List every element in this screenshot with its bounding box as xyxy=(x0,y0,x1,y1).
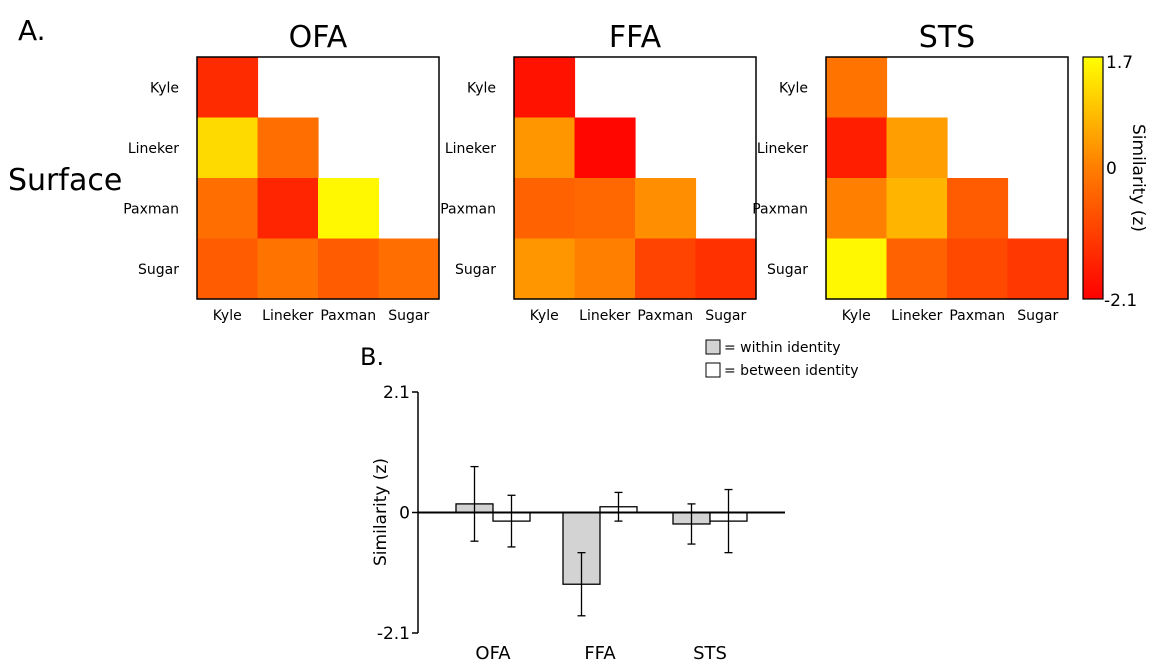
heatmap-sts: STS Kyle Lineker Paxman Sugar Kyle Lineker Paxm… xyxy=(752,20,1069,324)
heatmap-cell xyxy=(318,178,380,240)
heatmap-cell xyxy=(514,117,576,179)
heatmap-ffa: FFA Kyle Lineker Paxman Sugar Kyle Lineker Paxm… xyxy=(440,20,757,324)
heatmap-row-label: Lineker xyxy=(445,141,496,157)
y-tick-label: 0 xyxy=(399,504,410,524)
heatmap-cell xyxy=(695,238,757,300)
heatmap-cell xyxy=(574,117,636,179)
panel-a-label: A. xyxy=(18,14,46,47)
legend-within-swatch xyxy=(705,339,721,355)
heatmap-frame xyxy=(825,56,1069,300)
heatmap-row-label: Paxman xyxy=(123,201,179,217)
heatmap-cell xyxy=(886,178,948,240)
heatmap-cell xyxy=(947,238,1009,300)
heatmap-col-label: Lineker xyxy=(262,308,313,324)
heatmap-col-label: Paxman xyxy=(637,308,693,324)
heatmap-cell xyxy=(574,238,636,300)
heatmap-cell xyxy=(947,178,1009,240)
panel-b-label: B. xyxy=(360,343,384,371)
heatmap-col-label: Sugar xyxy=(1017,308,1058,324)
heatmap-row-label: Lineker xyxy=(757,141,808,157)
heatmap-cell xyxy=(197,57,259,119)
legend-within-label: = within identity xyxy=(724,340,841,356)
heatmap-col-label: Lineker xyxy=(579,308,630,324)
heatmap-row-label: Lineker xyxy=(128,141,179,157)
heatmap-col-label: Kyle xyxy=(530,308,559,324)
y-tick-label: -2.1 xyxy=(377,624,410,644)
colorbar-title: Similarity (z) xyxy=(1128,124,1148,232)
y-tick-label: 2.1 xyxy=(383,383,410,403)
heatmap-col-label: Lineker xyxy=(891,308,942,324)
colorbar-max-label: 1.7 xyxy=(1106,53,1133,73)
heatmap-cell xyxy=(826,238,888,300)
heatmap-cell xyxy=(574,178,636,240)
y-axis-title: Similarity (z) xyxy=(371,458,391,566)
heatmap-frame xyxy=(513,56,757,300)
heatmap-cell xyxy=(826,178,888,240)
heatmap-cell xyxy=(1007,238,1069,300)
heatmap-row-label: Kyle xyxy=(467,80,496,96)
heatmap-cell xyxy=(197,178,259,240)
colorbar-mid-label: 0 xyxy=(1106,159,1117,179)
heatmap-cell xyxy=(257,117,319,179)
heatmap-col-label: Sugar xyxy=(705,308,746,324)
heatmap-row-label: Paxman xyxy=(752,201,808,217)
heatmap-cell xyxy=(635,178,697,240)
heatmap-cell xyxy=(514,178,576,240)
heatmap-row-label: Kyle xyxy=(150,80,179,96)
heatmap-row-label: Kyle xyxy=(779,80,808,96)
heatmap-row-label: Sugar xyxy=(767,262,808,278)
heatmap-col-label: Kyle xyxy=(213,308,242,324)
heatmap-cell xyxy=(886,238,948,300)
heatmap-cell xyxy=(197,238,259,300)
heatmap-row-label: Paxman xyxy=(440,201,496,217)
heatmap-frame xyxy=(196,56,440,300)
x-category-label: OFA xyxy=(475,643,511,664)
heatmap-cell xyxy=(514,57,576,119)
heatmap-col-label: Sugar xyxy=(388,308,429,324)
heatmap-cell xyxy=(886,117,948,179)
heatmap-title: OFA xyxy=(289,20,348,55)
heatmap-title: STS xyxy=(919,20,975,55)
colorbar xyxy=(1082,56,1104,300)
heatmap-title: FFA xyxy=(609,20,662,55)
heatmap-row-label: Sugar xyxy=(455,262,496,278)
heatmap-ofa: OFA Kyle Lineker Paxman Sugar Kyle Lineker Paxm… xyxy=(123,20,440,324)
heatmap-cell xyxy=(197,117,259,179)
heatmap-cell xyxy=(635,238,697,300)
heatmap-cell xyxy=(318,238,380,300)
row-group-label: Surface xyxy=(8,163,122,198)
x-category-label: STS xyxy=(693,643,727,664)
heatmap-cell xyxy=(257,238,319,300)
heatmap-cell xyxy=(826,57,888,119)
heatmap-col-label: Paxman xyxy=(949,308,1005,324)
colorbar-min-label: -2.1 xyxy=(1104,291,1137,311)
heatmap-col-label: Kyle xyxy=(842,308,871,324)
bar-chart: 2.1 0 -2.1 Similarity (z) OFA FFA STS xyxy=(371,383,785,664)
legend-between-label: = between identity xyxy=(724,363,859,379)
x-category-label: FFA xyxy=(584,643,616,664)
heatmap-row-label: Sugar xyxy=(138,262,179,278)
legend-between-swatch xyxy=(705,362,721,378)
heatmap-col-label: Paxman xyxy=(320,308,376,324)
heatmap-cell xyxy=(826,117,888,179)
heatmap-cell xyxy=(257,178,319,240)
heatmap-cell xyxy=(514,238,576,300)
heatmap-cell xyxy=(378,238,440,300)
